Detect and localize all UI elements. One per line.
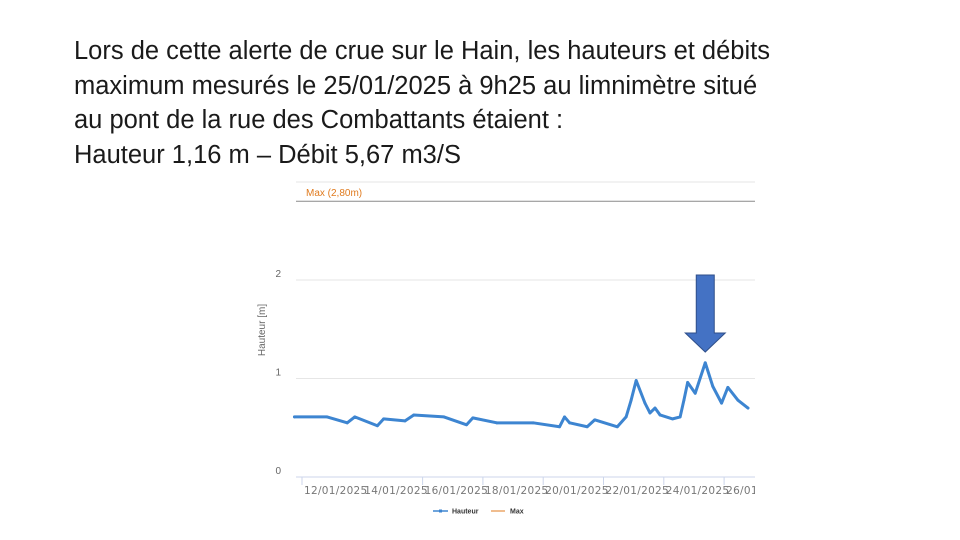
- data-point: [736, 398, 740, 402]
- legend-hauteur-label: Hauteur: [452, 509, 479, 516]
- data-point: [375, 424, 379, 428]
- data-point: [442, 415, 446, 419]
- y-tick-label: 0: [275, 466, 281, 477]
- y-axis-title: Hauteur [m]: [257, 304, 268, 356]
- data-point: [671, 417, 674, 421]
- data-point: [634, 379, 638, 382]
- data-point: [720, 401, 723, 405]
- title-line: Hauteur 1,16 m – Débit 5,67 m3/S: [74, 140, 461, 169]
- data-point: [629, 398, 633, 402]
- data-point: [615, 425, 619, 429]
- data-point: [678, 415, 682, 419]
- legend-max-label: Max: [510, 509, 524, 516]
- data-point: [746, 406, 750, 410]
- data-point: [568, 421, 571, 425]
- data-point: [495, 421, 499, 425]
- slide-title: Lors de cette alerte de crue sur le Hain…: [74, 34, 934, 172]
- data-point: [293, 415, 296, 419]
- data-point: [465, 423, 468, 427]
- data-point: [353, 415, 357, 419]
- data-point: [693, 391, 697, 395]
- data-point: [563, 415, 566, 419]
- x-tick-label: 18/01/2025: [485, 485, 549, 497]
- data-point: [726, 385, 730, 389]
- data-point: [471, 416, 475, 420]
- x-tick-label: 24/01/2025: [666, 485, 730, 497]
- legend-hauteur-marker: [439, 509, 442, 513]
- title-line: maximum mesurés le 25/01/2025 à 9h25 au …: [74, 71, 758, 100]
- y-tick-label: 2: [275, 269, 281, 280]
- data-point: [624, 415, 628, 419]
- data-point: [648, 411, 652, 415]
- data-point: [643, 401, 647, 405]
- arrow-down-icon: [684, 274, 727, 353]
- data-point: [703, 361, 707, 365]
- x-tick-label: 20/01/2025: [545, 485, 609, 497]
- data-point: [531, 421, 535, 425]
- title-line: au pont de la rue des Combattants étaien…: [74, 106, 564, 134]
- data-point: [382, 417, 386, 421]
- x-tick-label: 22/01/2025: [606, 485, 670, 497]
- x-tick-label: 16/01/2025: [425, 485, 489, 497]
- title-line: Lors de cette alerte de crue sur le Hain…: [74, 37, 770, 65]
- data-point: [658, 413, 662, 417]
- data-point: [412, 413, 416, 417]
- x-tick-label: 14/01/2025: [364, 485, 428, 497]
- data-point: [403, 419, 407, 423]
- data-point: [682, 398, 686, 402]
- data-point: [585, 425, 589, 429]
- data-point: [558, 425, 561, 429]
- x-tick-label: 26/01/2025: [726, 485, 790, 497]
- max-threshold-label: Max (2,80m): [306, 188, 362, 199]
- data-point: [593, 418, 597, 422]
- y-tick-label: 1: [275, 368, 281, 379]
- data-point: [325, 415, 329, 419]
- data-point: [711, 384, 715, 388]
- data-point: [686, 381, 690, 384]
- data-point: [653, 406, 657, 410]
- data-point: [345, 421, 349, 425]
- x-tick-label: 12/01/2025: [304, 485, 368, 497]
